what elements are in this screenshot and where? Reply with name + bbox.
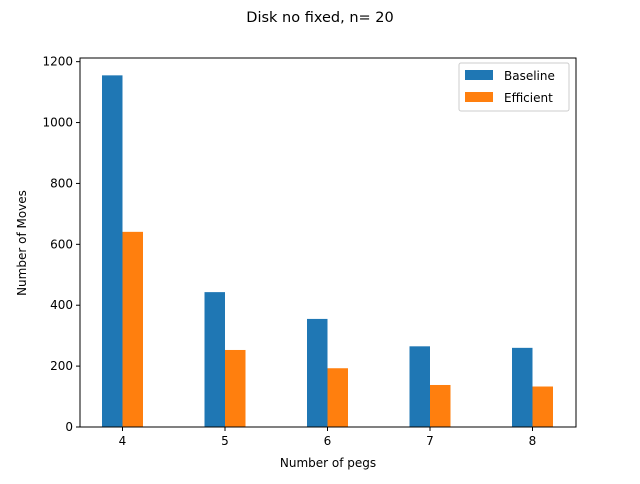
y-tick-label: 1000 [42,116,73,130]
legend-label-efficient: Efficient [504,91,553,105]
bar-baseline-6 [307,318,328,427]
legend-swatch-efficient [465,92,493,102]
y-tick-label: 0 [65,420,73,434]
bar-efficient-8 [532,386,553,427]
bar-baseline-4 [102,75,123,428]
bar-efficient-5 [225,349,246,427]
x-tick-label: 8 [529,434,537,448]
bar-efficient-4 [122,231,143,427]
plot-frame [79,57,577,428]
x-tick-label: 5 [221,434,229,448]
x-axis: 4 5 6 7 8 [119,427,537,448]
bar-efficient-6 [327,368,348,427]
bar-baseline-7 [409,346,430,427]
y-tick-label: 200 [50,359,73,373]
y-tick-label: 1200 [42,55,73,69]
legend: Baseline Efficient [458,62,570,112]
y-axis: 0 200 400 600 800 1000 1200 [42,55,80,434]
y-axis-label: Number of Moves [15,190,29,296]
x-tick-label: 6 [324,434,332,448]
bars-group [102,75,553,428]
y-tick-label: 600 [50,237,73,251]
bar-baseline-8 [512,347,533,427]
x-axis-label: Number of pegs [280,456,376,470]
x-tick-label: 7 [426,434,434,448]
legend-label-baseline: Baseline [504,69,555,83]
legend-swatch-baseline [465,70,493,80]
bar-efficient-7 [430,384,451,427]
bar-baseline-5 [204,292,225,427]
y-tick-label: 400 [50,298,73,312]
y-tick-label: 800 [50,176,73,190]
chart-title: Disk no fixed, n= 20 [246,10,393,26]
x-tick-label: 4 [119,434,127,448]
